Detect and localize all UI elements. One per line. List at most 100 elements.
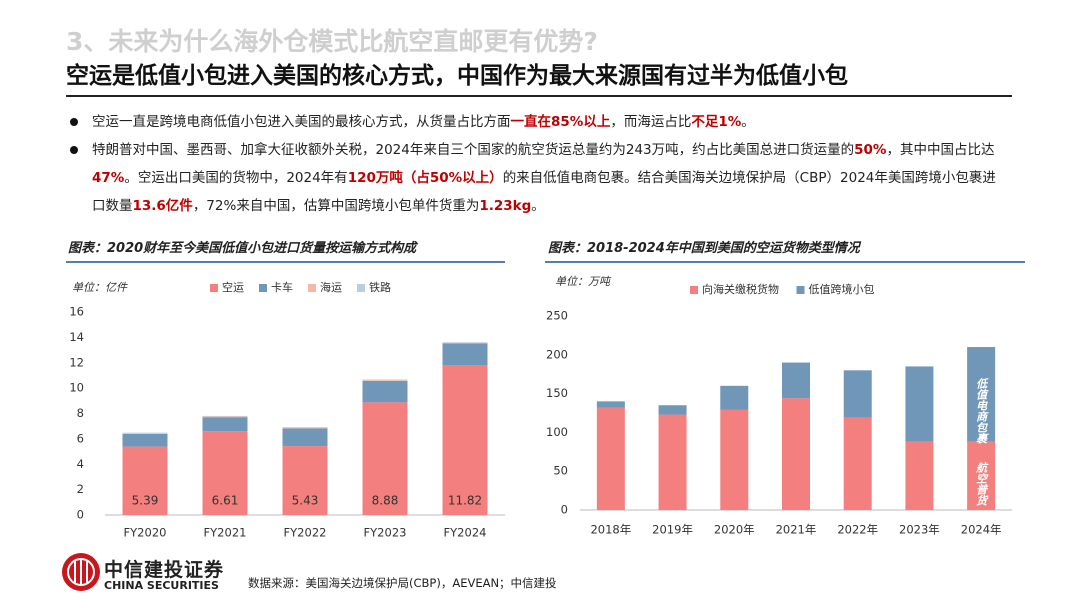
bar-segment [967,441,996,510]
bullet-list: 空运一直是跨境电商低值小包进入美国的最核心方式，从货量占比方面一直在85%以上，… [68,108,1003,220]
bar-segment [122,433,168,434]
highlight: 一直在85%以上 [510,114,611,130]
text-run: ，72%来自中国，估算中国跨境小包单件货重为 [192,198,480,214]
bar-segment [596,407,625,510]
annotation: 低值电商包裹 [974,378,988,445]
bar-segment [843,370,872,418]
bar-segment [658,414,687,510]
y-tick-label: 6 [77,431,84,445]
bar-segment [442,342,488,343]
text-run: 。 [531,198,545,214]
legend-label: 向海关缴税货物 [702,282,779,296]
y-tick-label: 50 [553,464,568,478]
bar-segment [442,365,488,515]
legend-swatch [796,286,805,294]
x-tick-label: 2022年 [837,523,878,537]
highlight: 不足1% [691,114,742,130]
logo [62,553,100,591]
text-run: ，其中中国占比达 [886,142,995,158]
text-run: 。 [741,114,755,130]
legend-label: 海运 [320,280,342,294]
bar-segment [282,428,328,447]
y-tick-label: 4 [77,457,84,471]
annotation: 航空普货 [974,462,988,507]
y-tick-label: 100 [546,425,568,439]
legend-swatch [690,286,698,294]
text-run: ，而海运占比 [610,114,692,130]
bar-segment [202,416,248,418]
highlight: 120万吨（占50%以上） [347,170,503,186]
data-label: 8.88 [372,494,399,508]
chart-caption: 图表：2020财年至今美国低值小包进口货量按运输方式构成 [68,241,417,256]
y-tick-label: 8 [77,406,84,420]
y-tick-label: 0 [561,503,568,517]
text-run: 。空运出口美国的货物中，2024年有 [124,170,348,186]
y-tick-label: 16 [69,305,84,319]
heading: 空运是低值小包进入美国的核心方式，中国作为最大来源国有过半为低值小包 [66,63,848,89]
logo-text: 中信建投证券 [104,559,225,581]
y-tick-label: 14 [69,330,84,344]
bar-segment [362,380,408,381]
y-tick-label: 200 [546,347,568,361]
y-tick-label: 10 [69,381,84,395]
y-tick-label: 0 [77,508,84,522]
data-label: 5.39 [132,494,159,508]
bar-segment [442,343,488,366]
legend-label: 铁路 [369,281,391,294]
text-run: 空运一直是跨境电商低值小包进入美国的最核心方式，从货量占比方面 [92,114,511,130]
text-run: 特朗普对中国、墨西哥、加拿大征收额外关税，2024年来自三个国家的航空货运总量约… [92,142,855,158]
x-tick-label: FY2024 [444,526,487,540]
bullet: 空运一直是跨境电商低值小包进入美国的最核心方式，从货量占比方面一直在85%以上，… [68,108,1003,136]
bar-segment [282,427,328,428]
bar-segment [202,415,248,417]
bar-segment [905,441,934,510]
unit-label: 单位：万吨 [555,275,612,288]
bar-segment [202,417,248,432]
y-tick-label: 12 [69,355,84,369]
logo-text: CHINA SECURITIES [104,579,219,592]
bar-segment [658,405,687,415]
y-tick-label: 250 [546,309,568,323]
bar-segment [442,342,488,344]
bar-segment [596,401,625,408]
topic: 3、未来为什么海外仓模式比航空直邮更有优势? [66,27,598,56]
bar-segment [843,417,872,510]
x-tick-label: FY2023 [364,526,407,540]
x-tick-label: 2018年 [590,523,631,537]
bar-segment [282,427,328,429]
bar-segment [720,409,749,510]
legend-label: 卡车 [271,280,293,294]
x-tick-label: FY2021 [204,526,247,540]
source: 数据来源：美国海关边境保护局(CBP)，AEVEAN；中信建投 [248,576,557,590]
legend-swatch [357,284,365,292]
highlight: 47% [92,170,125,186]
x-tick-label: 2024年 [961,523,1002,537]
legend-swatch [210,284,218,292]
bar-segment [782,362,810,399]
x-tick-label: FY2022 [284,526,327,540]
x-tick-label: 2019年 [652,523,693,537]
bar-segment [122,433,168,447]
bar-segment [720,385,749,410]
x-tick-label: 2020年 [714,523,755,537]
legend-swatch [259,284,267,292]
x-tick-label: 2021年 [776,523,817,537]
highlight: 13.6亿件 [132,198,193,214]
legend-swatch [308,284,316,292]
x-tick-label: 2023年 [899,523,940,537]
bar-segment [362,380,408,403]
bar-segment [362,402,408,515]
bar-segment [905,366,934,442]
legend-label: 空运 [222,280,244,294]
bar-segment [122,432,168,434]
bar-segment [967,347,996,442]
bullet: 特朗普对中国、墨西哥、加拿大征收额外关税，2024年来自三个国家的航空货运总量约… [68,136,1003,220]
chart-caption: 图表：2018-2024年中国到美国的空运货物类型情况 [548,241,860,256]
y-tick-label: 2 [77,482,84,496]
x-tick-label: FY2020 [124,526,167,540]
bar-segment [282,446,328,515]
bar-segment [362,379,408,381]
y-tick-label: 150 [546,386,568,400]
